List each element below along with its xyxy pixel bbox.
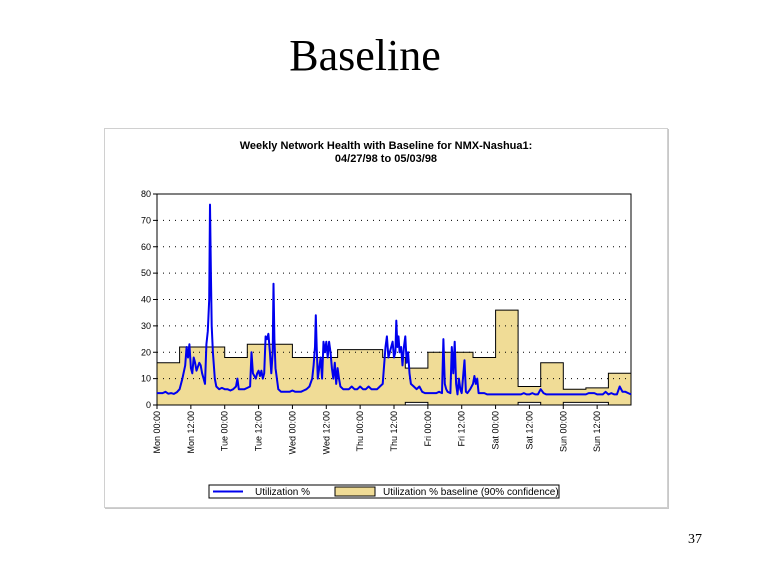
y-tick-label-4: 40 [141, 295, 151, 305]
plot-area: 0 10 20 30 40 50 60 70 80 Mon 00:00 Mon 12:00 Tue 0… [141, 189, 632, 454]
x-tick-label-13: Sun 12:00 [592, 411, 602, 452]
x-tick-label-9: Fri 12:00 [457, 411, 467, 447]
y-tick-label-3: 30 [141, 321, 151, 331]
x-tick-label-6: Thu 00:00 [355, 411, 365, 452]
chart-svg: Weekly Network Health with Baseline for … [141, 140, 632, 499]
legend-label-utilization: Utilization % [255, 487, 310, 498]
x-tick-label-11: Sat 12:00 [524, 411, 534, 450]
y-tick-label-5: 50 [141, 268, 151, 278]
slide-title: Baseline [289, 31, 441, 80]
y-tick-label-0: 0 [146, 400, 151, 410]
x-tick-label-12: Sun 00:00 [558, 411, 568, 452]
chart-title: Weekly Network Health with Baseline for … [240, 140, 533, 152]
x-tick-label-3: Tue 12:00 [254, 411, 264, 451]
x-tick-label-7: Thu 12:00 [389, 411, 399, 452]
page-number: 37 [688, 532, 702, 547]
y-tick-label-7: 70 [141, 215, 151, 225]
y-tick-label-2: 20 [141, 347, 151, 357]
y-tick-label-8: 80 [141, 189, 151, 199]
legend-box [208, 484, 560, 499]
x-tick-label-10: Sat 00:00 [491, 411, 501, 450]
y-tick-label-6: 60 [141, 242, 151, 252]
x-tick-label-0: Mon 00:00 [152, 411, 162, 454]
legend-swatch-baseline [334, 486, 376, 497]
utilization-line [157, 203, 632, 396]
x-tick-label-1: Mon 12:00 [186, 411, 196, 454]
x-tick-label-5: Wed 12:00 [321, 411, 331, 454]
x-tick-label-4: Wed 00:00 [287, 411, 297, 454]
x-tick-label-2: Tue 00:00 [220, 411, 230, 451]
y-tick-label-1: 10 [141, 374, 151, 384]
legend-label-baseline: Utilization % baseline (90% confidence) [383, 487, 559, 498]
chart-frame: Weekly Network Health with Baseline for … [104, 128, 668, 508]
chart-subtitle: 04/27/98 to 05/03/98 [335, 153, 437, 165]
x-tick-label-8: Fri 00:00 [423, 411, 433, 447]
legend: Utilization % Utilization % baseline (90… [208, 484, 560, 499]
